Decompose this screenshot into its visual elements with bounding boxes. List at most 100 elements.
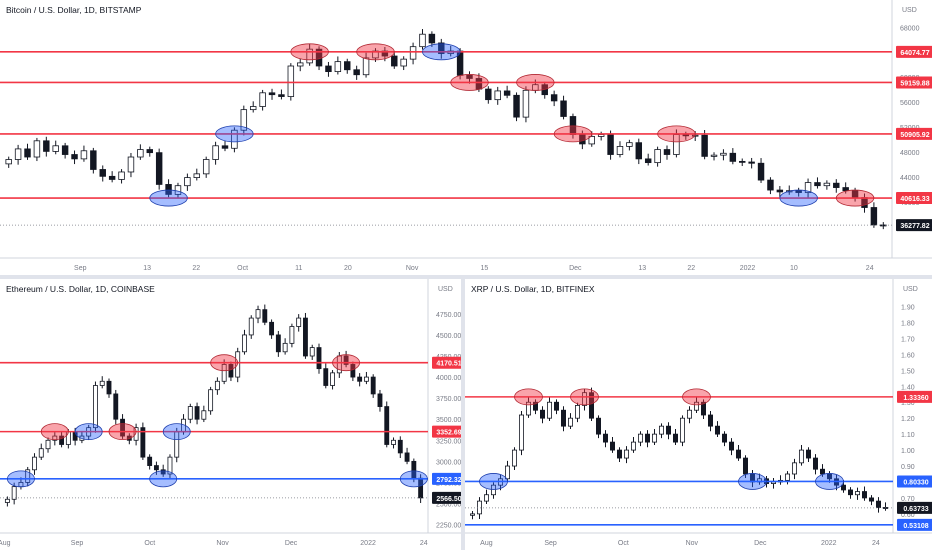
candle-body: [679, 417, 685, 443]
touch-point-marker: [682, 388, 711, 406]
level-price-label: 40616.33: [900, 196, 929, 203]
candle-body: [24, 148, 31, 158]
last-price-label: 36277.82: [900, 223, 929, 230]
candle-body: [767, 179, 774, 191]
y-tick-label: 1.30: [901, 400, 915, 407]
candle-body: [494, 90, 501, 101]
candle-body: [589, 392, 595, 419]
price-axis-bg: [428, 279, 461, 550]
y-tick-label: 3000.00: [436, 459, 461, 466]
candle-body: [221, 145, 229, 149]
panel-divider-vertical: [461, 279, 465, 550]
candle-body: [193, 173, 201, 178]
candle-body: [602, 433, 608, 443]
candle-body: [721, 433, 727, 443]
candle-body: [512, 449, 518, 467]
touch-point-marker: [40, 423, 69, 441]
candle-body: [45, 439, 51, 450]
candle-body: [146, 149, 153, 154]
candle-body: [519, 414, 525, 451]
candle-body: [194, 406, 200, 420]
x-tick-label: Dec: [569, 265, 582, 272]
candle-body: [490, 484, 496, 496]
candle-body: [588, 136, 595, 145]
x-tick-label: 22: [687, 265, 695, 272]
candle-body: [812, 457, 818, 470]
candle-body: [362, 57, 370, 76]
candle-body: [343, 355, 349, 365]
candle-body: [701, 134, 708, 157]
level-price-label: 59159.88: [900, 80, 929, 87]
level-price-label: 4170.51: [436, 361, 461, 368]
candle-body: [609, 441, 615, 451]
candle-body: [672, 433, 678, 443]
candle-body: [582, 392, 588, 406]
candle-body: [400, 58, 407, 67]
x-tick-label: 24: [866, 265, 874, 272]
candle-body: [4, 498, 10, 503]
eth-chart: USD4750.004500.004250.004000.003750.0035…: [0, 279, 466, 550]
level-price-label: 0.53108: [903, 523, 928, 530]
candle-body: [167, 456, 173, 475]
x-tick-label: Dec: [285, 540, 298, 547]
touch-point-marker: [479, 473, 508, 490]
y-tick-label: 4750.00: [436, 312, 461, 319]
candle-body: [561, 409, 567, 427]
candle-body: [419, 33, 426, 48]
candle-body: [623, 449, 629, 459]
y-tick-label: 1.60: [901, 352, 915, 359]
candle-body: [391, 439, 396, 445]
candle-body: [840, 484, 846, 491]
candle-body: [221, 364, 227, 382]
candle-body: [720, 152, 727, 156]
candle-body: [259, 92, 266, 107]
candle-body: [248, 317, 254, 336]
x-tick-label: Sep: [71, 540, 84, 547]
candle-body: [784, 473, 790, 481]
candle-body: [14, 148, 22, 160]
y-tick-label: 68000: [900, 25, 920, 32]
candle-body: [547, 401, 553, 419]
candle-body: [80, 150, 88, 160]
y-tick-label: 1.80: [901, 321, 915, 328]
candle-body: [637, 433, 643, 443]
touch-point-marker: [570, 388, 599, 406]
candle-body: [160, 469, 166, 475]
candle-body: [43, 140, 50, 152]
candle-body: [90, 150, 97, 170]
candle-body: [278, 94, 285, 97]
y-tick-label: 3250.00: [436, 438, 461, 445]
candle-body: [505, 465, 511, 480]
touch-point-marker: [356, 43, 395, 61]
level-price-tag: [896, 76, 932, 89]
candle-body: [106, 380, 112, 395]
candle-body: [644, 433, 650, 443]
candle-body: [297, 62, 304, 67]
candle-body: [438, 42, 445, 54]
xrp-panel: USD 1.90 1.80 1.70 1.60 1.50 1.40 1.30 1.20 1.10 1…: [465, 279, 932, 550]
candle-body: [32, 456, 37, 471]
x-tick-label: 15: [480, 265, 488, 272]
candle-body: [289, 326, 295, 344]
candle-body: [174, 185, 182, 195]
candle-body: [568, 417, 574, 427]
level-price-tag: [897, 518, 932, 531]
touch-point-marker: [332, 354, 361, 372]
candle-body: [428, 33, 436, 44]
candle-body: [255, 309, 261, 319]
candle-body: [99, 380, 105, 386]
candle-body: [729, 152, 737, 162]
candle-body: [875, 500, 881, 508]
x-tick-label: 22: [192, 265, 200, 272]
candle-body: [742, 457, 748, 475]
candle-body: [735, 449, 741, 459]
x-tick-label: Sep: [74, 265, 87, 272]
btc-chart: USD6800064000600005600052000480004400040…: [0, 0, 932, 275]
candle-body: [323, 368, 329, 386]
currency-label: USD: [903, 286, 918, 293]
candle-body: [353, 69, 360, 76]
candle-body: [791, 462, 797, 475]
candle-body: [868, 497, 874, 502]
touch-point-marker: [516, 74, 555, 91]
candle-body: [554, 401, 560, 411]
